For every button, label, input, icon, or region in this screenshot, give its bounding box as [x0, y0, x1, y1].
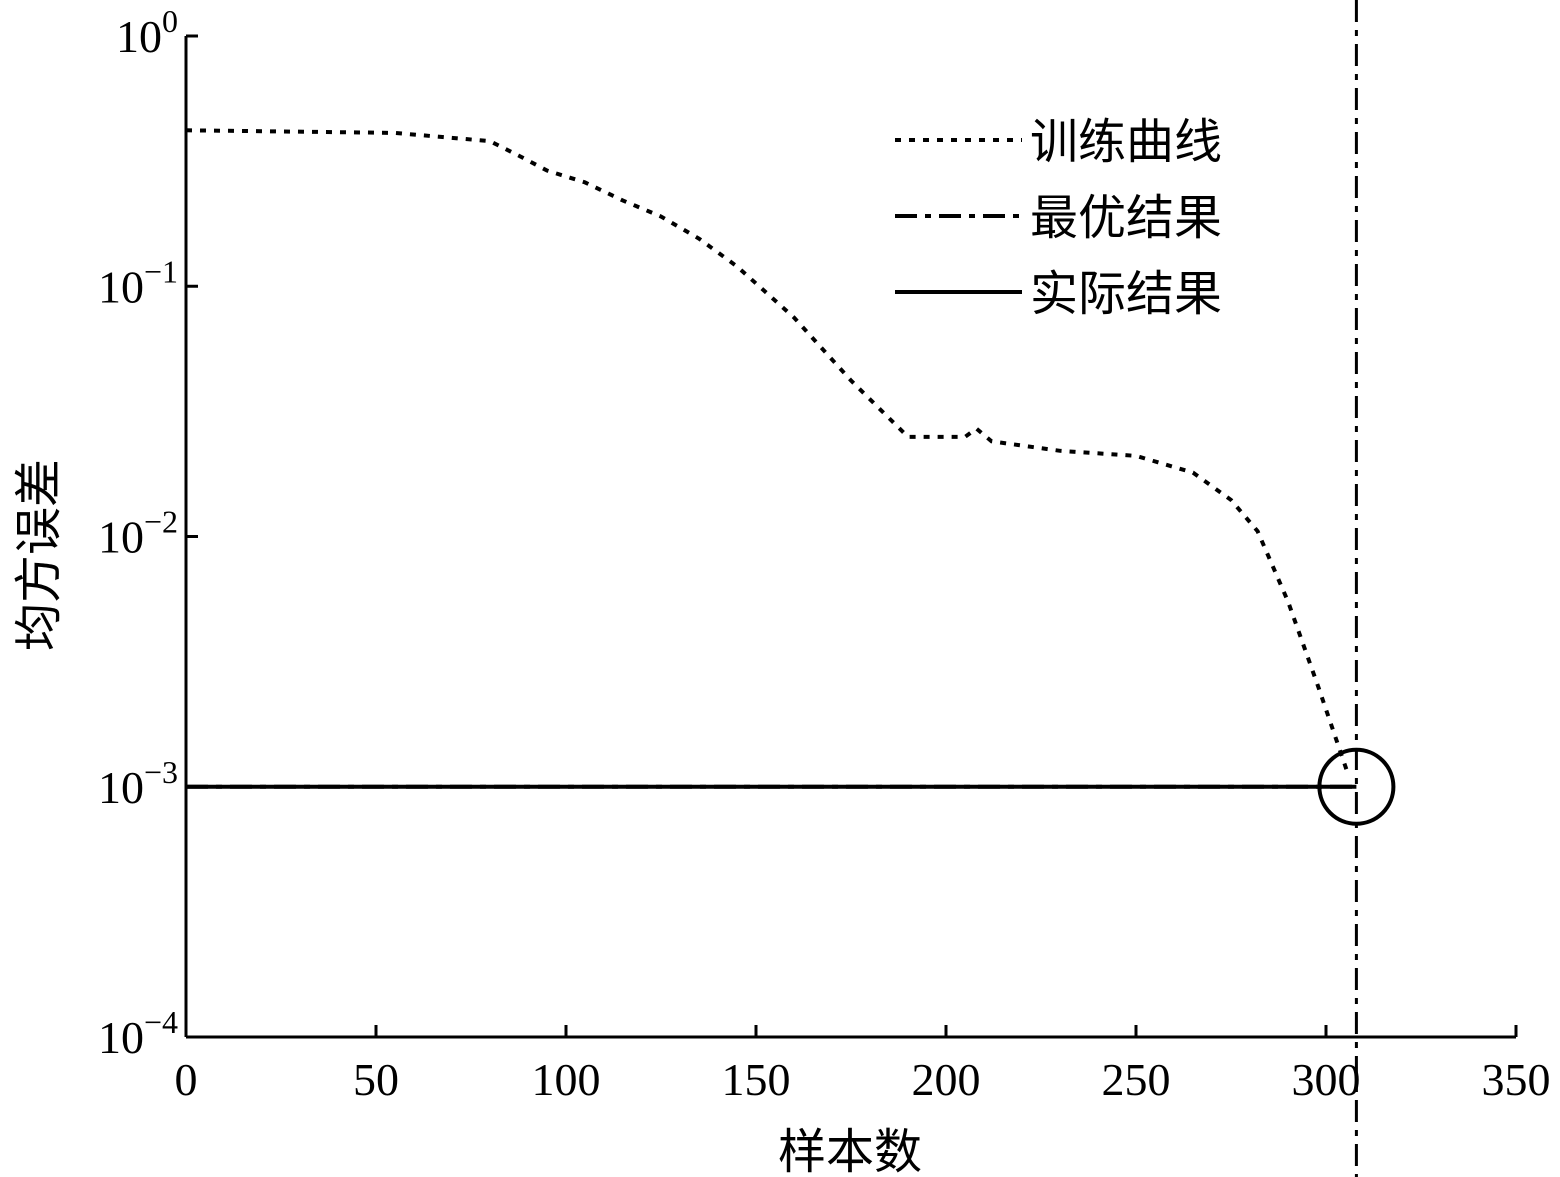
x-tick-label: 150 — [722, 1054, 791, 1105]
x-tick-label: 100 — [532, 1054, 601, 1105]
y-tick-label: 10−3 — [98, 754, 178, 813]
y-tick-label: 10−2 — [98, 504, 178, 563]
x-tick-label: 250 — [1102, 1054, 1171, 1105]
y-tick-label: 10−1 — [98, 253, 178, 312]
best-point-circle — [1317, 747, 1396, 826]
x-axis-label: 样本数 — [778, 1126, 922, 1177]
x-tick-label: 300 — [1292, 1054, 1361, 1105]
y-axis-label: 均方误差 — [13, 459, 66, 651]
x-tick-label: 200 — [912, 1054, 981, 1105]
ticks-layer: 0 50 100 150 200 250 300 350 100 10−1 10−2 10−3 10−4 — [98, 3, 1551, 1105]
legend-label-3: 实际结果 — [1030, 268, 1222, 321]
x-tick-label: 350 — [1482, 1054, 1551, 1105]
axes-layer — [184, 36, 1516, 1039]
series-layer — [185, 0, 1396, 1177]
legend-label-2: 最优结果 — [1030, 192, 1222, 245]
series-line-1 — [185, 128, 1351, 778]
x-tick-label: 0 — [175, 1054, 198, 1105]
x-tick-label: 50 — [353, 1054, 399, 1105]
y-tick-label: 100 — [116, 3, 178, 62]
y-tick-label: 10−4 — [98, 1004, 178, 1063]
legend-label-1: 训练曲线 — [1030, 116, 1222, 169]
